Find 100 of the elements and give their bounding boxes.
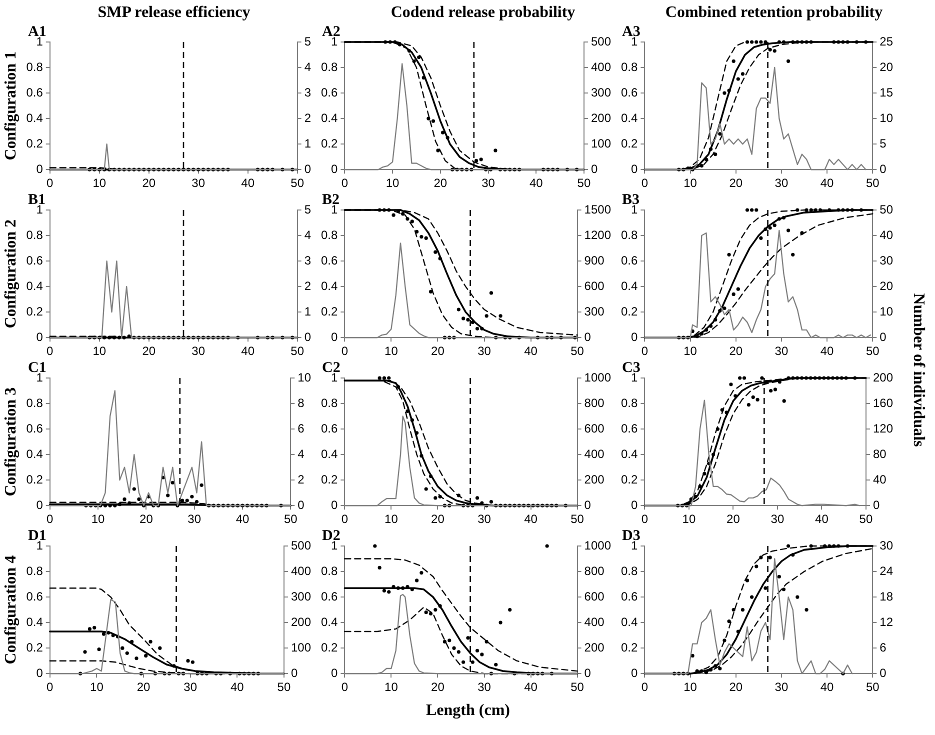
y-tick-label: 0.4 (620, 278, 638, 293)
y-tick-label: 0.8 (620, 396, 638, 410)
y2-tick-label: 0 (880, 162, 887, 176)
y2-tick-label: 120 (872, 421, 894, 436)
x-tick-label: 10 (684, 344, 698, 358)
x-tick-label: 30 (184, 680, 198, 694)
y-tick-label: 0 (330, 666, 338, 680)
y2-tick-label: 200 (590, 110, 612, 125)
x-tick-label: 40 (236, 512, 250, 526)
y2-tick-label: 300 (290, 589, 312, 604)
x-tick-label: 40 (820, 344, 834, 358)
y-tick-label: 0.8 (320, 60, 338, 74)
y2-tick-label: 30 (880, 538, 894, 552)
y2-tick-label: 50 (880, 202, 894, 216)
y2-tick-label: 80 (872, 446, 887, 461)
chart-subtitle: Combined retention probability (664, 4, 884, 22)
y2-tick-label: 500 (590, 34, 612, 48)
x-tick-label: 40 (529, 176, 544, 190)
y-tick-label: 0 (36, 330, 44, 344)
y-tick-label: 0.6 (26, 253, 44, 268)
y-tick-label: 0 (36, 162, 44, 176)
x-tick-label: 0 (46, 176, 54, 190)
x-tick-label: 40 (241, 176, 255, 190)
y-tick-label: 0.2 (320, 304, 338, 318)
x-tick-label: 10 (684, 680, 698, 694)
x-tick-label: 30 (478, 344, 492, 358)
y-tick-label: 0 (330, 162, 338, 176)
y-tick-label: 0.4 (620, 614, 638, 629)
x-axis-title: Length (cm) (425, 702, 511, 720)
y-tick-label: 0.2 (620, 640, 638, 654)
y2-tick-label: 5 (304, 202, 312, 216)
y2-tick-label: 1000 (584, 538, 612, 552)
y2-tick-label: 400 (290, 564, 312, 578)
y-tick-label: 0.2 (620, 472, 638, 486)
x-tick-label: 0 (641, 680, 648, 694)
y2-tick-label: 6 (298, 421, 305, 436)
y2-tick-label: 0 (298, 498, 305, 512)
x-tick-label: 50 (577, 176, 591, 190)
y2-tick-label: 18 (880, 589, 894, 604)
y-tick-label: 0.8 (26, 396, 44, 410)
x-tick-label: 50 (866, 344, 880, 358)
x-tick-label: 10 (682, 512, 696, 526)
x-tick-label: 40 (820, 680, 834, 694)
y2-tick-label: 400 (584, 614, 605, 629)
x-tick-label: 30 (192, 344, 206, 358)
y-axis-title: Configuration 2 (2, 219, 20, 328)
y-tick-label: 0.2 (26, 136, 44, 150)
y2-tick-label: 0 (290, 666, 298, 680)
x-tick-label: 30 (774, 344, 788, 358)
y-tick-label: 0.2 (26, 640, 44, 654)
y-tick-label: 0.8 (320, 564, 338, 578)
y2-tick-label: 2 (298, 472, 305, 486)
y-tick-label: 0.6 (620, 589, 638, 604)
y-tick-label: 0.8 (26, 60, 44, 74)
x-tick-label: 20 (140, 512, 154, 526)
x-tick-label: 10 (384, 680, 398, 694)
y-tick-label: 0.2 (320, 640, 338, 654)
y-tick-label: 0 (630, 330, 638, 344)
x-tick-label: 10 (386, 176, 400, 190)
y2-tick-label: 200 (584, 472, 605, 486)
x-tick-label: 50 (290, 176, 304, 190)
y-tick-label: 0.8 (320, 396, 338, 410)
y2-tick-label: 4 (304, 60, 312, 74)
y2-tick-label: 5 (304, 34, 312, 48)
x-tick-label: 20 (431, 344, 445, 358)
y2-tick-label: 24 (880, 564, 894, 578)
y-tick-label: 0.4 (26, 446, 44, 461)
x-tick-label: 40 (241, 344, 255, 358)
y2-tick-label: 12 (880, 614, 894, 629)
x-tick-label: 30 (770, 512, 784, 526)
x-tick-label: 40 (820, 176, 834, 190)
x-tick-label: 10 (384, 344, 398, 358)
x-tick-label: 0 (341, 344, 348, 358)
y2-tick-label: 4 (298, 446, 305, 461)
y-tick-label: 0.4 (620, 110, 638, 125)
x-tick-label: 20 (142, 176, 156, 190)
y2-tick-label: 8 (298, 396, 305, 410)
x-tick-label: 0 (46, 680, 54, 694)
x-tick-label: 20 (431, 680, 445, 694)
x-tick-label: 30 (774, 176, 788, 190)
y2-tick-label: 10 (880, 304, 894, 318)
x-tick-label: 50 (866, 680, 880, 694)
y2-tick-label: 10 (880, 110, 894, 125)
x-tick-label: 50 (290, 344, 304, 358)
y2-tick-label: 15 (880, 85, 894, 100)
y2-tick-label: 40 (880, 228, 894, 242)
y2-tick-label: 1 (304, 304, 312, 318)
y2-tick-label: 0 (584, 498, 592, 512)
y-tick-label: 0.8 (26, 564, 44, 578)
y-tick-label: 0.4 (320, 614, 338, 629)
x-tick-label: 40 (524, 344, 538, 358)
y2-tick-label: 600 (584, 421, 605, 436)
x-tick-label: 0 (46, 512, 54, 526)
y-tick-label: 0.4 (26, 278, 44, 293)
y-axis-title: Configuration 3 (2, 387, 20, 496)
y2-tick-label: 0 (880, 330, 887, 344)
x-tick-label: 50 (284, 512, 298, 526)
y-tick-label: 0.2 (320, 472, 338, 486)
y-tick-label: 0.2 (320, 136, 338, 150)
x-tick-label: 30 (478, 680, 492, 694)
